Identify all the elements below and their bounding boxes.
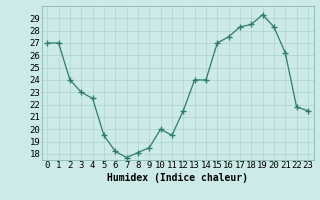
X-axis label: Humidex (Indice chaleur): Humidex (Indice chaleur) <box>107 173 248 183</box>
